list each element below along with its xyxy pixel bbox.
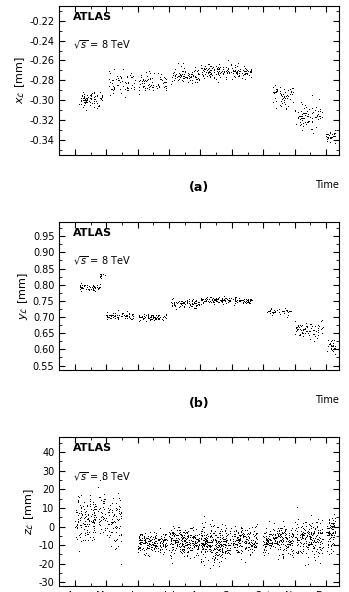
Text: (a): (a) (189, 182, 209, 194)
Text: (b): (b) (188, 397, 209, 410)
Text: $\sqrt{s}$ = 8 TeV: $\sqrt{s}$ = 8 TeV (73, 38, 131, 52)
Text: ATLAS: ATLAS (73, 227, 112, 237)
Text: $\sqrt{s}$ = 8 TeV: $\sqrt{s}$ = 8 TeV (73, 255, 131, 267)
Y-axis label: $x_{\mathcal{L}}$ [mm]: $x_{\mathcal{L}}$ [mm] (13, 56, 27, 104)
Text: ATLAS: ATLAS (73, 12, 112, 22)
Text: Time: Time (315, 180, 339, 189)
Y-axis label: $z_{\mathcal{L}}$ [mm]: $z_{\mathcal{L}}$ [mm] (22, 488, 36, 535)
Text: ATLAS: ATLAS (73, 443, 112, 453)
Text: $\sqrt{s}$ = 8 TeV: $\sqrt{s}$ = 8 TeV (73, 470, 131, 482)
Text: Time: Time (315, 395, 339, 406)
Y-axis label: $y_{\mathcal{L}}$ [mm]: $y_{\mathcal{L}}$ [mm] (16, 272, 30, 320)
